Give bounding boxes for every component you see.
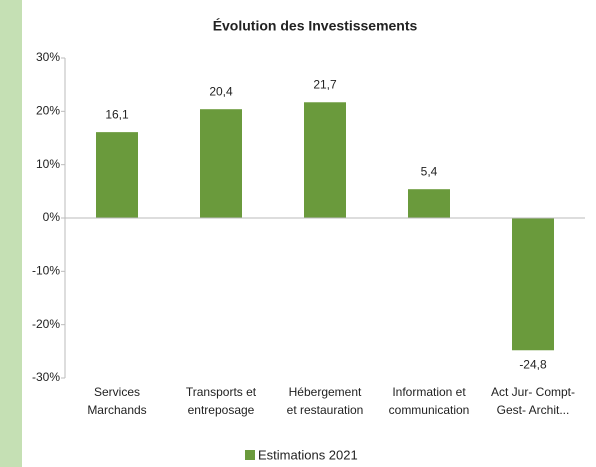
bar: [304, 102, 346, 218]
x-tick-label: Hébergement et restauration: [287, 385, 364, 417]
x-tick-label: Act Jur- Compt- Gest- Archit...: [491, 385, 575, 417]
x-tick-label-line: Information et: [392, 385, 466, 399]
x-tick-label-line: Act Jur- Compt-: [491, 385, 575, 399]
side-strip: [0, 0, 22, 467]
value-label: 16,1: [105, 107, 129, 121]
x-tick-label: Transports et entreposage: [186, 385, 257, 417]
x-tick-label-line: Transports et: [186, 385, 257, 399]
bar: [96, 132, 138, 218]
bar: [200, 109, 242, 218]
bar: [512, 218, 554, 351]
y-tick-label: 0%: [43, 210, 61, 224]
x-tick-label-line: Gest- Archit...: [497, 403, 570, 417]
y-tick-label: -20%: [32, 317, 60, 331]
legend-label: Estimations 2021: [258, 447, 358, 462]
x-tick-label-line: et restauration: [287, 403, 364, 417]
x-tick-label: Information et communication: [389, 385, 470, 417]
y-tick-label: 20%: [36, 104, 60, 118]
value-label: 20,4: [209, 84, 233, 98]
y-tick-label: -30%: [32, 370, 60, 384]
x-tick-label: Services Marchands: [87, 385, 146, 417]
y-tick-label: 30%: [36, 50, 60, 64]
y-tick-label: 10%: [36, 157, 60, 171]
chart-title: Évolution des Investissements: [213, 18, 418, 34]
x-tick-label-line: communication: [389, 403, 470, 417]
x-tick-label-line: Hébergement: [289, 385, 362, 399]
x-tick-label-line: Marchands: [87, 403, 146, 417]
x-tick-label-line: Services: [94, 385, 140, 399]
value-label: 21,7: [313, 77, 337, 91]
legend-swatch: [245, 450, 255, 460]
value-label: 5,4: [421, 164, 438, 178]
x-tick-label-line: entreposage: [188, 403, 255, 417]
bar: [408, 189, 450, 218]
value-label: -24,8: [519, 357, 547, 371]
y-tick-label: -10%: [32, 264, 60, 278]
